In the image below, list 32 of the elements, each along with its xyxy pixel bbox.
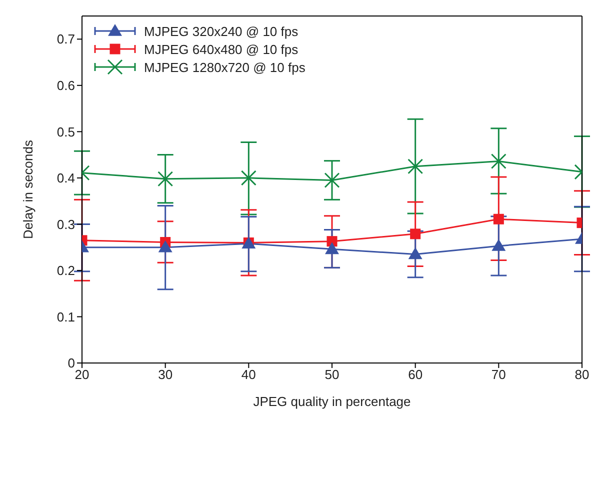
point	[493, 214, 504, 224]
point	[492, 238, 506, 251]
legend-label: MJPEG 1280x720 @ 10 fps	[144, 60, 306, 74]
y-tick-label: 0.7	[56, 32, 75, 47]
x-tick-label: 60	[408, 367, 423, 382]
point	[240, 170, 256, 186]
point	[410, 228, 421, 240]
point	[325, 242, 339, 254]
legend-label: MJPEG 640x480 @ 10 fps	[144, 42, 298, 56]
point	[326, 236, 338, 247]
point	[158, 240, 172, 252]
y-tick-label: 0	[68, 356, 75, 371]
x-tick-label: 80	[574, 367, 590, 382]
point	[490, 154, 506, 170]
x-tick-label: 20	[74, 367, 90, 382]
y-tick-label: 0.4	[56, 170, 75, 186]
legend-label: MJPEG 320x240 @ 10 fps	[144, 24, 298, 38]
x-tick-label: 30	[158, 367, 173, 382]
y-axis-title: Delay in seconds	[20, 140, 36, 239]
point	[408, 247, 422, 260]
y-tick-label: 0.5	[56, 124, 75, 140]
x-tick-label: 50	[324, 367, 340, 382]
y-tick-label: 0.2	[56, 263, 75, 278]
y-tick-label: 0.3	[56, 216, 75, 232]
x-tick-label: 40	[241, 367, 256, 382]
y-tick-label: 0.6	[56, 78, 75, 94]
point	[158, 171, 174, 187]
x-axis-title: JPEG quality in percentage	[253, 394, 411, 409]
point	[324, 172, 340, 188]
y-tick-label: 0.1	[56, 309, 75, 324]
point	[408, 158, 424, 174]
x-tick-label: 70	[491, 367, 506, 382]
